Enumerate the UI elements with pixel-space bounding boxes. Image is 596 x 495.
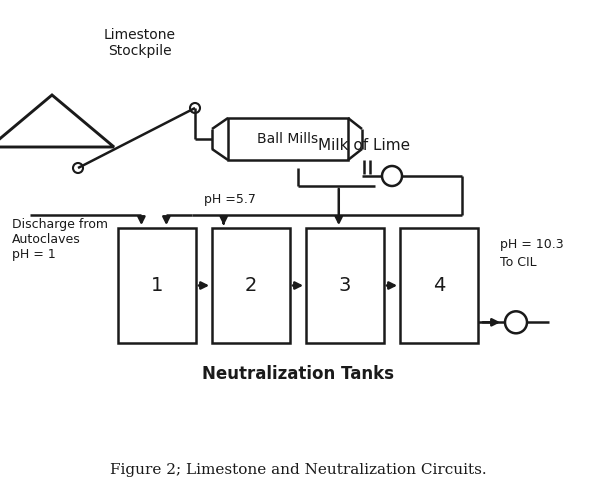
Text: Ball Mills: Ball Mills [257,132,319,146]
Text: 4: 4 [433,276,445,295]
Text: Discharge from
Autoclaves
pH = 1: Discharge from Autoclaves pH = 1 [12,218,108,261]
Text: Figure 2; Limestone and Neutralization Circuits.: Figure 2; Limestone and Neutralization C… [110,463,486,477]
Bar [212,228,290,343]
Bar [306,228,384,343]
Bar [228,118,348,160]
Bar [400,228,478,343]
Text: 1: 1 [151,276,163,295]
Text: To CIL: To CIL [500,256,536,269]
Text: Milk of Lime: Milk of Lime [318,138,410,153]
Text: 3: 3 [339,276,351,295]
Text: pH = 10.3: pH = 10.3 [500,238,564,251]
Text: pH =5.7: pH =5.7 [204,193,256,206]
Text: 2: 2 [245,276,257,295]
Bar [118,228,196,343]
Text: Neutralization Tanks: Neutralization Tanks [202,365,394,383]
Text: Limestone
Stockpile: Limestone Stockpile [104,28,176,58]
